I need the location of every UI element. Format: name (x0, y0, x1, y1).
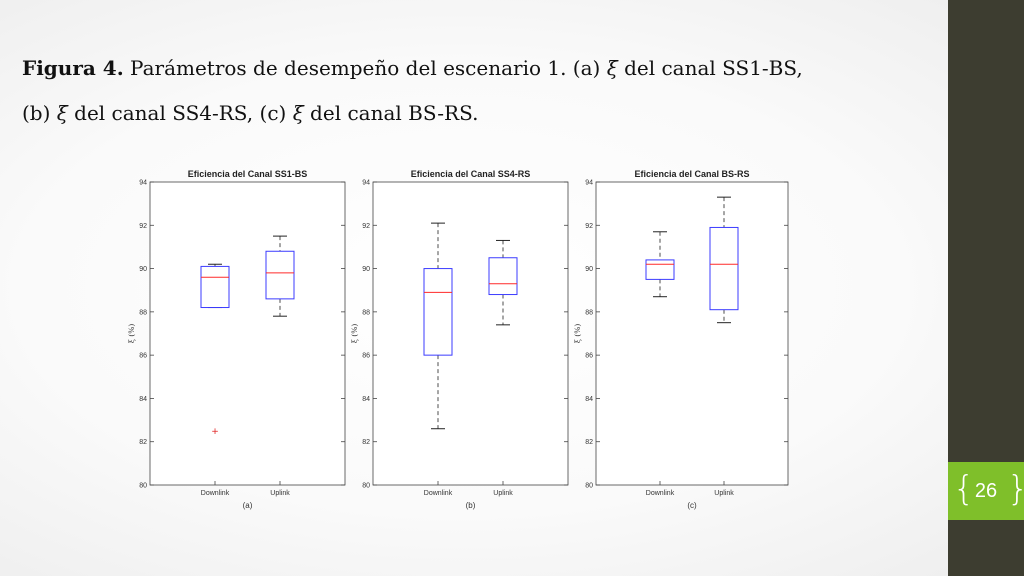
box-iqr (265, 250, 295, 300)
box-iqr (488, 257, 518, 296)
left-brace-decoration: { (953, 469, 975, 509)
caption-figure-label: Figura 4. (22, 56, 124, 80)
y-tick-label: 86 (362, 353, 370, 360)
y-tick-label: 88 (362, 309, 370, 316)
caption-xi-symbol: ξ (56, 101, 68, 125)
caption-line2-start: (b) (22, 101, 57, 125)
y-axis-label: ξ (%) (350, 324, 359, 344)
right-brace-decoration: } (1007, 472, 1024, 506)
x-category-label: Downlink (424, 490, 453, 497)
figure-caption: Figura 4. Parámetros de desempeño del es… (22, 46, 932, 136)
y-tick-label: 90 (362, 266, 370, 273)
y-tick-label: 82 (139, 439, 147, 446)
chart-title: Eficiencia del Canal SS4-RS (411, 169, 531, 179)
x-category-label: Uplink (270, 490, 290, 497)
plot-area (372, 181, 569, 486)
y-tick-label: 86 (585, 353, 593, 360)
caption-line1-end: del canal SS1-BS, (617, 56, 803, 80)
y-tick-label: 92 (362, 223, 370, 230)
plot-area (149, 181, 346, 486)
caption-line2-mid: del canal SS4-RS, (c) (67, 101, 293, 125)
panel-sublabel: (a) (243, 501, 253, 510)
caption-xi-symbol: ξ (292, 101, 304, 125)
y-tick-label: 82 (585, 439, 593, 446)
box-iqr (645, 259, 675, 280)
x-category-label: Uplink (493, 490, 513, 497)
y-tick-label: 84 (585, 396, 593, 403)
x-category-label: Downlink (201, 490, 230, 497)
y-tick-label: 80 (139, 483, 147, 490)
chart-title: Eficiencia del Canal BS-RS (634, 169, 749, 179)
y-tick-label: 94 (139, 180, 147, 187)
y-tick-label: 90 (139, 266, 147, 273)
y-tick-label: 80 (362, 483, 370, 490)
slide-number: 26 (974, 480, 998, 502)
y-tick-label: 80 (585, 483, 593, 490)
x-category-label: Downlink (646, 490, 675, 497)
caption-xi-symbol: ξ (606, 56, 618, 80)
boxplot-figure: Eficiencia del Canal SS1-BS 80 82 84 86 88 90 9… (127, 169, 789, 510)
slide-number-box (948, 462, 1024, 520)
y-tick-label: 92 (139, 223, 147, 230)
plot-area (595, 181, 789, 486)
chart-title: Eficiencia del Canal SS1-BS (188, 169, 308, 179)
outlier-marker: + (211, 427, 219, 437)
y-tick-label: 84 (139, 396, 147, 403)
y-tick-label: 88 (139, 309, 147, 316)
caption-line2-end: del canal BS-RS. (303, 101, 479, 125)
y-tick-label: 94 (362, 180, 370, 187)
y-tick-label: 86 (139, 353, 147, 360)
y-tick-label: 90 (585, 266, 593, 273)
panel-sublabel: (b) (466, 501, 476, 510)
x-category-label: Uplink (714, 490, 734, 497)
box-iqr (423, 268, 453, 356)
y-tick-label: 94 (585, 180, 593, 187)
box-iqr (709, 226, 739, 311)
y-tick-label: 82 (362, 439, 370, 446)
y-tick-label: 92 (585, 223, 593, 230)
panel-sublabel: (c) (687, 501, 697, 510)
y-tick-label: 84 (362, 396, 370, 403)
box-iqr (200, 265, 230, 309)
y-tick-label: 88 (585, 309, 593, 316)
caption-line1-text: Parámetros de desempeño del escenario 1.… (123, 56, 607, 80)
y-axis-label: ξ (%) (127, 324, 136, 344)
y-axis-label: ξ (%) (573, 324, 582, 344)
